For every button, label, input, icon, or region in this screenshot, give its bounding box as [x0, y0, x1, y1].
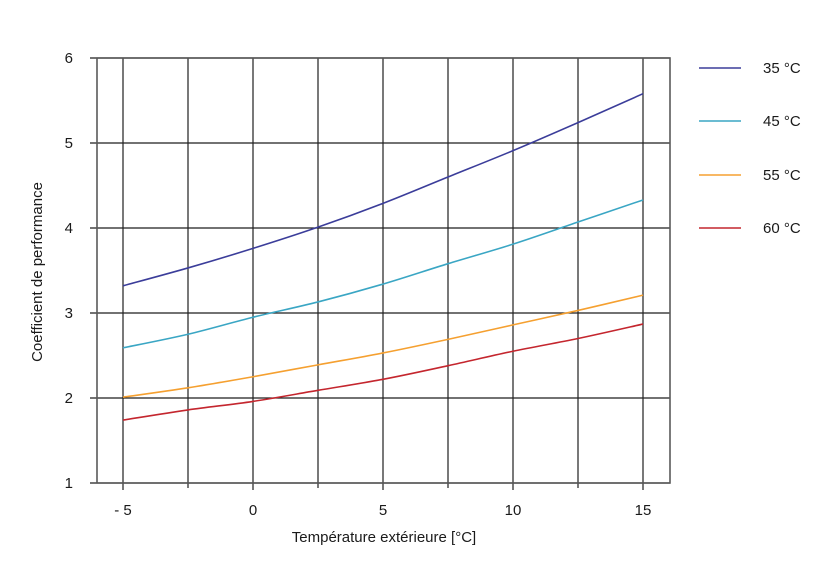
- legend-label: 55 °C: [763, 167, 801, 184]
- y-tick-label: 2: [65, 390, 73, 407]
- y-tick-label: 3: [65, 305, 73, 322]
- y-tick-label: 5: [65, 135, 73, 152]
- x-tick-label: 10: [505, 502, 522, 519]
- legend-label: 45 °C: [763, 113, 801, 130]
- y-axis-label: Coefficient de performance: [29, 182, 46, 362]
- y-tick-label: 4: [65, 220, 73, 237]
- legend-item: 55 °C: [699, 167, 801, 184]
- x-tick-label: 0: [249, 502, 257, 519]
- legend-label: 60 °C: [763, 220, 801, 237]
- y-tick-label: 6: [65, 50, 73, 67]
- y-axis-ticks: 1 2 3 4 5 6: [65, 50, 73, 492]
- series-layer: [122, 92, 644, 421]
- y-tick-label: 1: [65, 475, 73, 492]
- grid: [90, 57, 670, 490]
- x-tick-label: 5: [379, 502, 387, 519]
- legend-item: 35 °C: [699, 60, 801, 77]
- legend-item: 45 °C: [699, 113, 801, 130]
- x-axis-ticks: - 5 0 5 10 15: [114, 502, 651, 519]
- legend: 35 °C 45 °C 55 °C 60 °C: [699, 60, 801, 237]
- series-line-60c: [122, 323, 644, 421]
- x-tick-label: - 5: [114, 502, 132, 519]
- series-line-55c: [122, 294, 644, 398]
- x-axis-label: Température extérieure [°C]: [292, 529, 476, 546]
- series-line-45c: [122, 199, 644, 349]
- legend-item: 60 °C: [699, 220, 801, 237]
- series-line-35c: [122, 92, 644, 287]
- legend-label: 35 °C: [763, 60, 801, 77]
- x-tick-label: 15: [635, 502, 652, 519]
- plot-frame: [96, 57, 671, 484]
